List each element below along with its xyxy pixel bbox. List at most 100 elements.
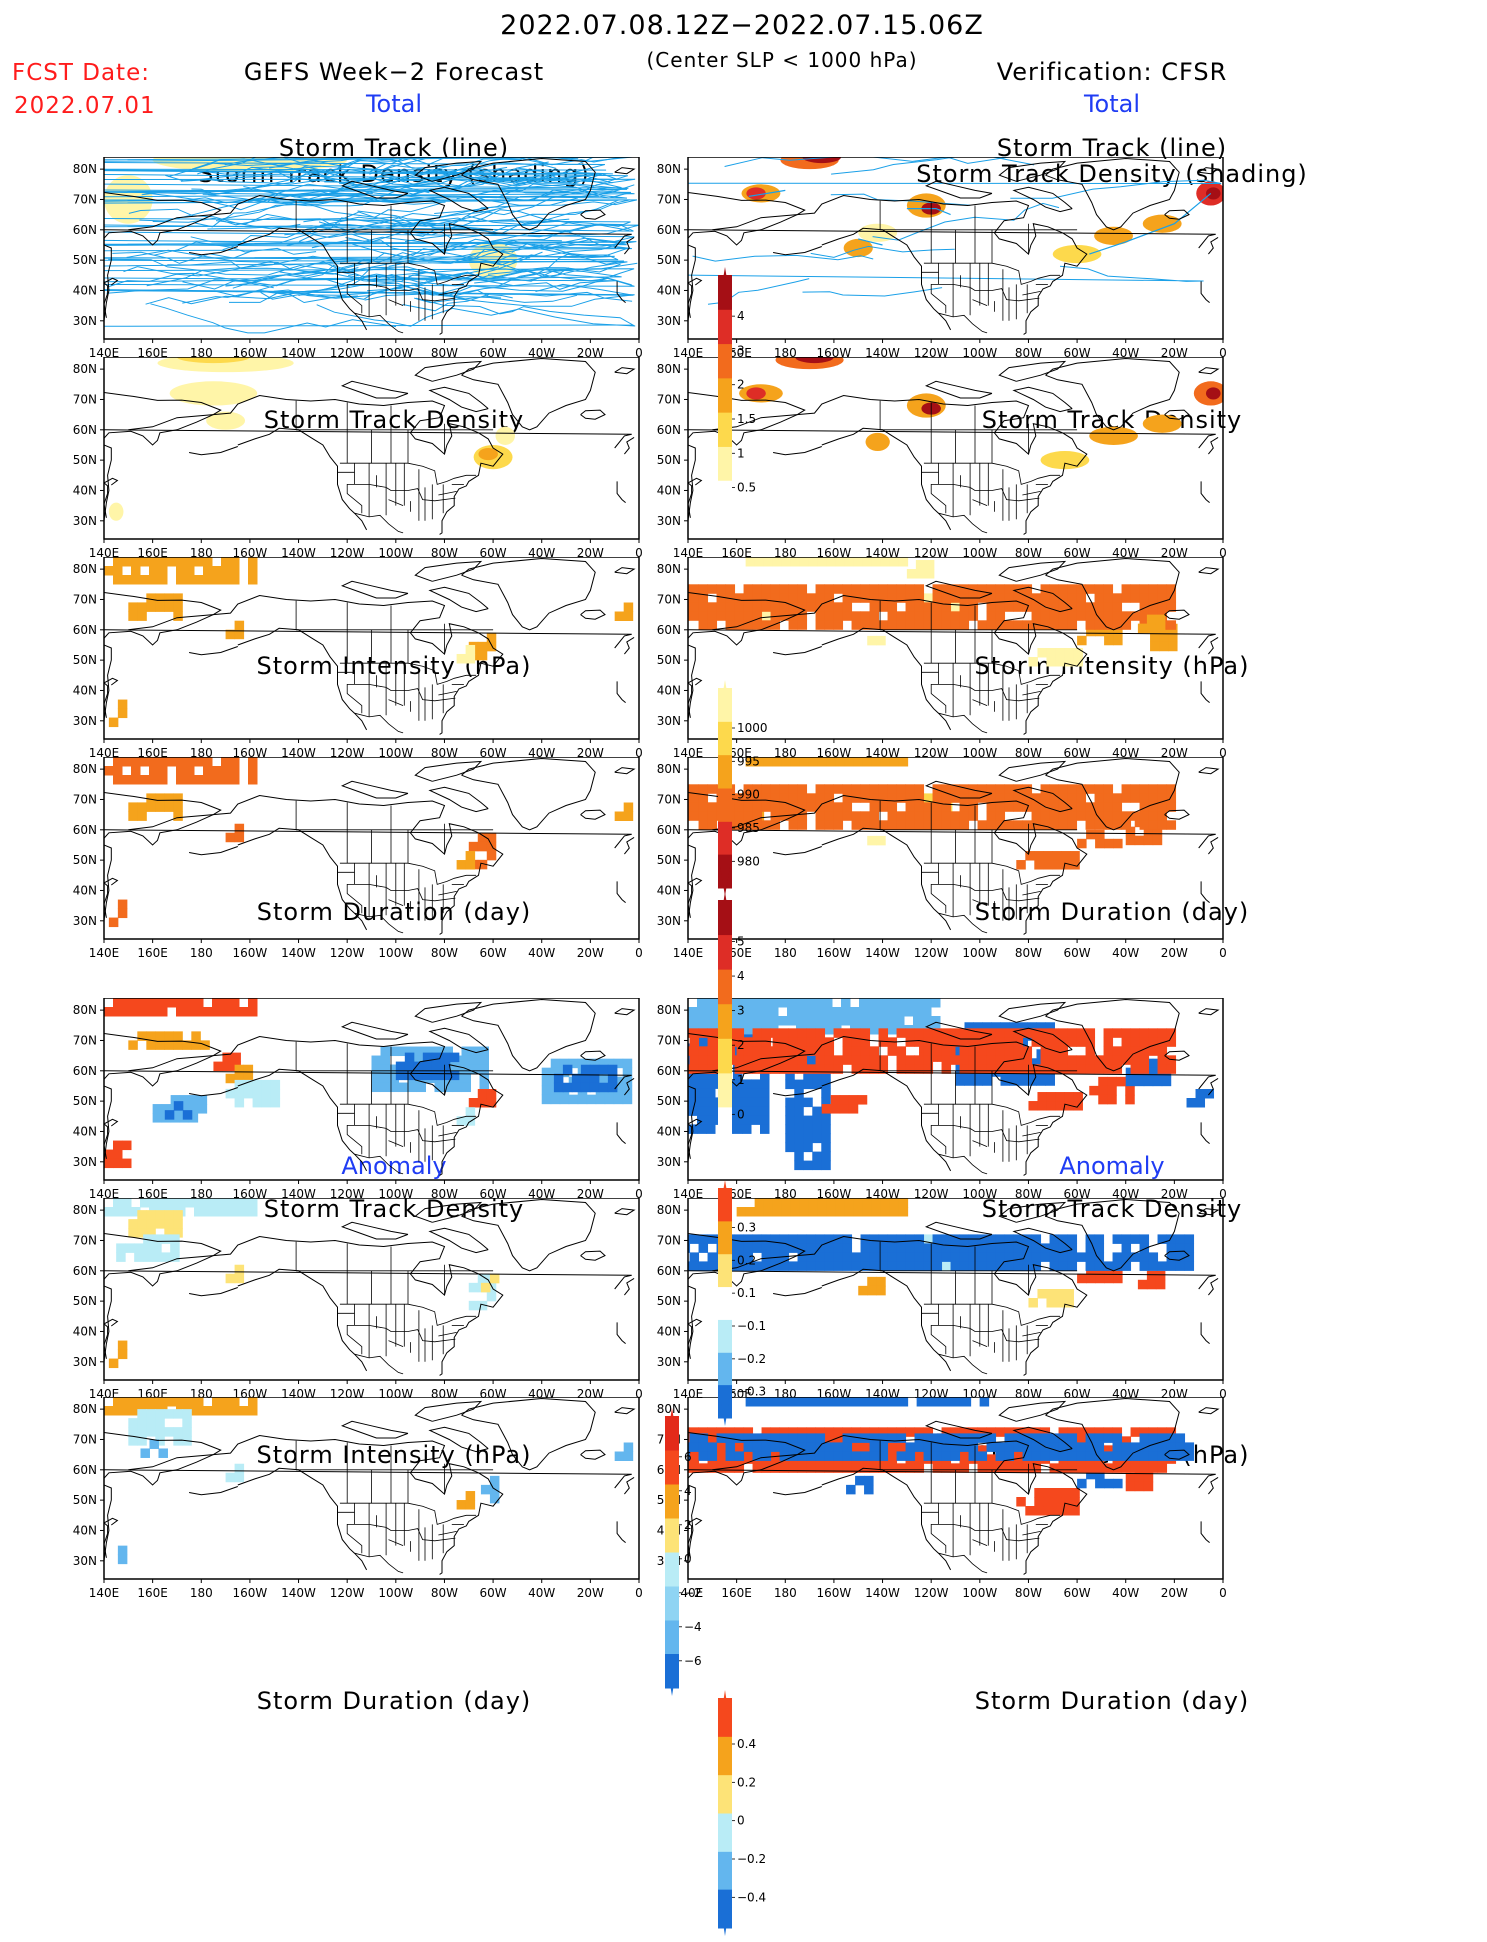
- lon-tick-label: 120W: [914, 1586, 949, 1600]
- coastline: [688, 792, 806, 921]
- shading-cell: [149, 1439, 159, 1449]
- shading-cell: [1085, 1261, 1096, 1271]
- shading-cell: [1086, 1469, 1096, 1480]
- coastline: [712, 394, 1088, 535]
- shading-cell: [1139, 1427, 1150, 1437]
- shading-cell: [761, 784, 772, 794]
- shading-cell: [869, 1442, 880, 1452]
- shading-cell: [149, 766, 159, 776]
- shading-cell: [814, 1016, 824, 1026]
- shading-cell: [230, 1198, 240, 1208]
- shading-cell: [1116, 1076, 1126, 1087]
- coastline: [128, 1235, 504, 1376]
- shading-cell: [1004, 1433, 1015, 1443]
- shading-cell: [959, 611, 970, 621]
- shading-cell: [923, 802, 934, 812]
- shading-cell: [1085, 1442, 1096, 1452]
- shading-cell: [1125, 1094, 1135, 1105]
- panel-title-density-anom-right: Storm Track Density: [981, 1195, 1243, 1223]
- shading-cell: [1166, 593, 1177, 603]
- shading-cell: [1143, 826, 1154, 837]
- shading-cell: [155, 1031, 165, 1041]
- storm-track-line: [748, 189, 786, 197]
- shading-cell: [688, 1463, 691, 1473]
- shading-cell: [1152, 826, 1163, 837]
- colorbar-segment: [718, 343, 732, 379]
- shading-cell: [131, 998, 141, 1008]
- shading-cell: [176, 1007, 186, 1017]
- shading-cell: [742, 1079, 752, 1089]
- shading-cell: [808, 1207, 819, 1217]
- shading-cell: [995, 784, 1006, 794]
- shading-cell: [788, 1037, 799, 1047]
- shading-cell: [959, 1463, 970, 1473]
- shading-cell: [404, 1061, 415, 1072]
- shading-cell: [1055, 648, 1065, 658]
- shading-cell: [1040, 1252, 1051, 1262]
- shading-cell: [824, 820, 835, 830]
- shading-cell: [941, 1234, 952, 1244]
- storm-track-line: [190, 223, 341, 244]
- shading-cell: [844, 757, 855, 767]
- shading-cell: [860, 1252, 871, 1262]
- coastline: [580, 1250, 606, 1261]
- shading-cell: [1064, 657, 1074, 667]
- state-boundary: [923, 1502, 1061, 1525]
- left-model-title: GEFS Week−2 Forecast: [243, 58, 545, 86]
- shading-cell: [164, 1409, 174, 1419]
- shading-cell: [586, 1058, 597, 1069]
- shading-cell: [1155, 1279, 1166, 1290]
- shading-cell: [781, 1198, 792, 1208]
- intensity-anom-map-left: 140E 160E 180 160W 140W 120W 100W 80W 60W 40W 20W 0…: [64, 1197, 645, 1408]
- shading-cell: [905, 1261, 916, 1271]
- shading-cell: [803, 1160, 813, 1171]
- shading-cell: [1113, 626, 1123, 637]
- duration-anom-map-right: 140E 160E 180 160W 140W 120W 100W 80W 60W 40W 20W 0…: [648, 1396, 1229, 1607]
- lat-tick-label: 70N: [657, 1033, 681, 1047]
- shading-cell: [833, 1064, 844, 1074]
- shading-cell: [896, 820, 907, 830]
- coastline: [461, 757, 596, 831]
- shading-cell: [380, 1046, 390, 1057]
- shading-cell: [1104, 1273, 1114, 1284]
- shading-cell: [1045, 1076, 1055, 1086]
- shading-cell: [817, 1198, 828, 1208]
- shading-cell: [113, 557, 123, 567]
- shading-cell: [824, 1064, 835, 1074]
- colorbar-label: 2: [737, 1038, 745, 1052]
- lat-tick-label: 80N: [657, 162, 681, 176]
- shading-cell: [1040, 784, 1051, 794]
- storm-track-line: [375, 161, 549, 184]
- shading-cell: [697, 1124, 707, 1134]
- storm-track-line: [692, 254, 874, 262]
- shading-cell: [950, 811, 961, 821]
- shading-cell: [230, 566, 240, 576]
- state-boundary: [339, 662, 477, 685]
- shading-cell: [995, 602, 1006, 612]
- shading-cell: [131, 1397, 141, 1407]
- shading-cell: [595, 1094, 606, 1105]
- shading-cell: [922, 998, 932, 1008]
- shading-cell: [1139, 1046, 1150, 1056]
- shading-cell: [986, 1243, 997, 1253]
- shading-cell: [959, 1046, 970, 1056]
- shading-cell: [1085, 620, 1096, 630]
- shading-cell: [788, 602, 799, 612]
- shading-cell: [1055, 1101, 1065, 1111]
- shading-cell: [1121, 611, 1132, 621]
- shading-cell: [1103, 620, 1114, 630]
- colorbar-label: 4: [737, 309, 745, 323]
- shading-cell: [923, 1046, 934, 1056]
- coastline: [1200, 1521, 1210, 1543]
- shading-cell: [860, 1234, 871, 1244]
- storm-track-line: [830, 193, 971, 206]
- shading-cell: [1070, 1488, 1080, 1498]
- state-boundary: [354, 1552, 404, 1574]
- shading-cell: [1094, 1427, 1105, 1437]
- shading-cell: [781, 1207, 792, 1217]
- lon-tick-label: 80W: [1015, 1586, 1042, 1600]
- coastline: [461, 1198, 596, 1272]
- coastline: [624, 1077, 635, 1096]
- coastline: [128, 594, 504, 735]
- shading-cell: [1125, 1067, 1136, 1078]
